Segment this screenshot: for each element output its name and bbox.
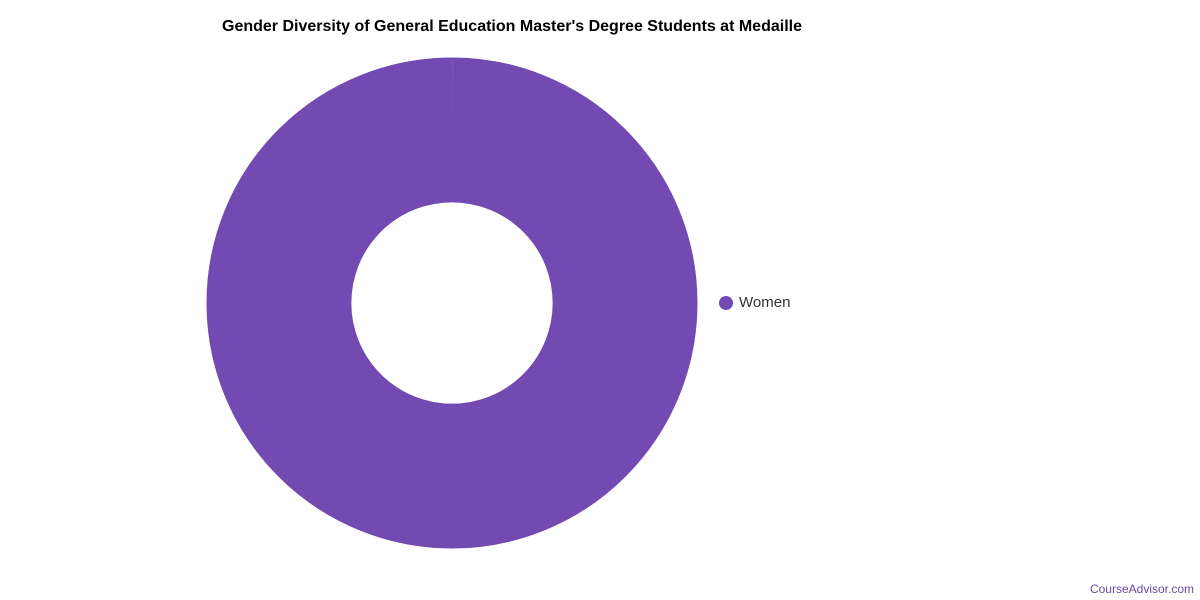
legend-item-label: Women — [739, 294, 791, 311]
legend-item-women[interactable]: Women — [719, 293, 790, 313]
donut-slice-women[interactable] — [206, 57, 698, 549]
legend-marker-icon — [719, 296, 733, 310]
courseadvisor-watermark-link[interactable]: CourseAdvisor.com — [1089, 582, 1194, 596]
chart-title: Gender Diversity of General Education Ma… — [222, 18, 802, 35]
